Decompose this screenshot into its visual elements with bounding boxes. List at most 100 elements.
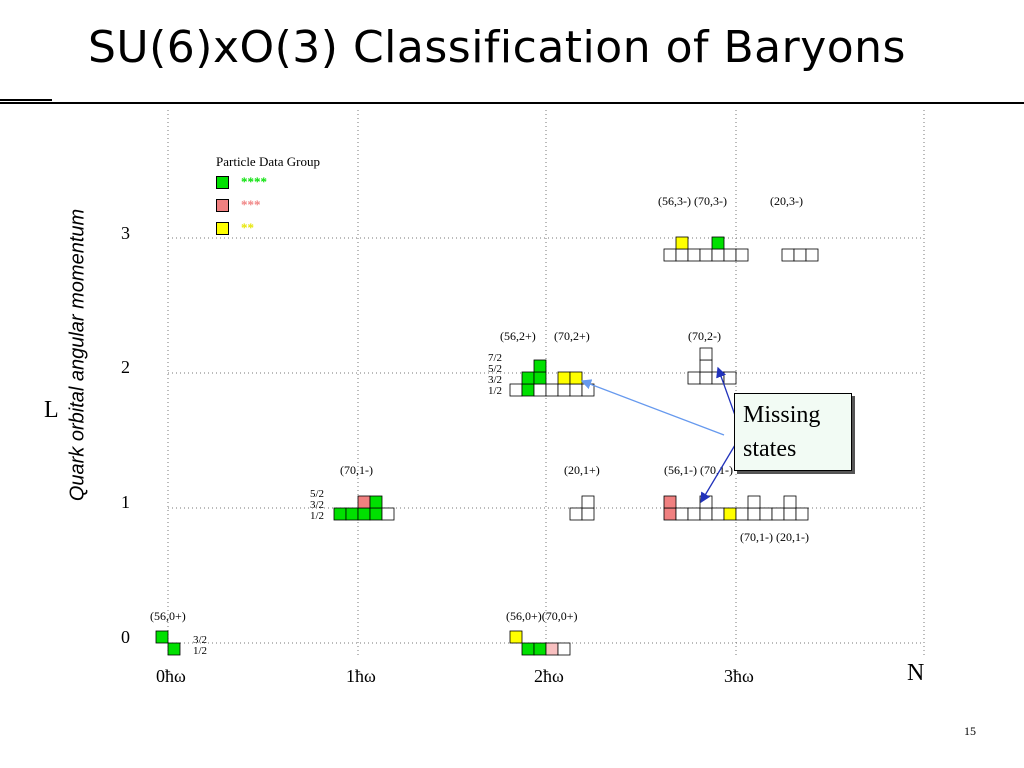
spin-label: 5/2 bbox=[310, 488, 324, 500]
state-cell bbox=[793, 248, 807, 262]
undefined bbox=[521, 642, 571, 656]
multiplet-label: (70,2-) bbox=[688, 329, 721, 343]
state-cell bbox=[557, 383, 571, 397]
state-cell bbox=[155, 630, 169, 644]
state-cell bbox=[521, 642, 535, 656]
state-cell bbox=[533, 359, 547, 373]
state-cell bbox=[581, 383, 595, 397]
multiplet-label: (56,0+)(70,0+) bbox=[506, 609, 578, 623]
state-cell bbox=[569, 507, 583, 521]
state-cell bbox=[521, 383, 535, 397]
x-tick-1: 1ħω bbox=[346, 666, 376, 686]
y-tick-3: 3 bbox=[121, 223, 130, 243]
state-cell bbox=[663, 495, 677, 509]
undefined bbox=[155, 630, 169, 644]
state-cell bbox=[545, 642, 559, 656]
spin-label: 3/2 bbox=[310, 499, 324, 511]
multiplet-label: (70,2+) bbox=[554, 329, 590, 343]
spin-label: 1/2 bbox=[488, 385, 502, 397]
state-cell bbox=[675, 236, 689, 250]
state-cell bbox=[521, 371, 535, 385]
state-cell bbox=[687, 248, 701, 262]
multiplet-label: (70,1-) bbox=[340, 463, 373, 477]
multiplet-label: (20,3-) bbox=[770, 194, 803, 208]
undefined bbox=[663, 236, 749, 262]
spin-label: 1/2 bbox=[193, 645, 207, 657]
state-cell bbox=[699, 507, 713, 521]
undefined bbox=[569, 495, 595, 521]
x-tick-2: 2ħω bbox=[534, 666, 564, 686]
state-cell bbox=[509, 630, 523, 644]
state-cell bbox=[557, 371, 571, 385]
page-number: 15 bbox=[964, 724, 976, 738]
missing-states-callout: Missing states bbox=[734, 393, 852, 471]
state-cell bbox=[699, 347, 713, 361]
x-tick-3: 3ħω bbox=[724, 666, 754, 686]
state-cell bbox=[771, 507, 785, 521]
multiplet-label: (70,1-) (20,1-) bbox=[740, 530, 809, 544]
y-tick-2: 2 bbox=[121, 357, 130, 377]
y-axis-symbol: L bbox=[44, 397, 59, 423]
legend-swatch bbox=[216, 221, 229, 235]
legend-swatch bbox=[216, 198, 229, 212]
state-cell bbox=[381, 507, 395, 521]
title-rule bbox=[0, 102, 1024, 104]
legend-item-three-star: *** bbox=[216, 197, 261, 212]
state-cell bbox=[345, 507, 359, 521]
state-cell bbox=[509, 383, 523, 397]
state-cell bbox=[675, 507, 689, 521]
state-cell bbox=[711, 236, 725, 250]
state-cell bbox=[735, 248, 749, 262]
state-cell bbox=[557, 642, 571, 656]
multiplet-label: (56,0+) bbox=[150, 609, 186, 623]
state-cell bbox=[167, 642, 181, 656]
state-cell bbox=[369, 495, 383, 509]
undefined bbox=[167, 642, 181, 656]
state-cell bbox=[533, 371, 547, 385]
slide-title: SU(6)xO(3) Classification of Baryons bbox=[88, 22, 906, 73]
state-cell bbox=[569, 371, 583, 385]
state-cell bbox=[711, 507, 725, 521]
multiplet-label: (56,3-) (70,3-) bbox=[658, 194, 727, 208]
undefined bbox=[687, 347, 737, 385]
state-cell bbox=[357, 495, 371, 509]
arrow-to-70-1minus bbox=[700, 439, 739, 504]
state-cell bbox=[735, 507, 749, 521]
block-70-1 bbox=[333, 495, 395, 521]
state-cell bbox=[699, 359, 713, 373]
y-tick-1: 1 bbox=[121, 492, 130, 512]
spin-label: 7/2 bbox=[488, 352, 502, 364]
legend-label: ** bbox=[241, 220, 254, 235]
state-cell bbox=[369, 507, 383, 521]
legend-title: Particle Data Group bbox=[216, 154, 320, 169]
legend-item-two-star: ** bbox=[216, 220, 254, 235]
multiplet-label: (56,1-) (70,1-) bbox=[664, 463, 733, 477]
spin-label: 1/2 bbox=[310, 510, 324, 522]
state-cell bbox=[687, 371, 701, 385]
title-rule-stub bbox=[0, 99, 52, 101]
state-cell bbox=[699, 371, 713, 385]
state-cell bbox=[795, 507, 809, 521]
state-cell bbox=[569, 383, 583, 397]
y-tick-0: 0 bbox=[121, 627, 130, 647]
state-cell bbox=[783, 495, 797, 509]
state-cell bbox=[581, 495, 595, 509]
x-tick-0: 0ħω bbox=[156, 666, 186, 686]
undefined bbox=[781, 248, 819, 262]
callout-line-2: states bbox=[743, 436, 797, 462]
legend-label: *** bbox=[241, 197, 261, 212]
state-cell bbox=[699, 495, 713, 509]
state-cell bbox=[687, 507, 701, 521]
y-axis-title: Quark orbital angular momentum bbox=[66, 208, 89, 502]
state-cell bbox=[723, 371, 737, 385]
state-cell bbox=[675, 248, 689, 262]
multiplet-label: (20,1+) bbox=[564, 463, 600, 477]
spin-label: 3/2 bbox=[193, 634, 207, 646]
state-cell bbox=[663, 507, 677, 521]
x-axis-symbol: N bbox=[907, 660, 925, 686]
state-cell bbox=[581, 507, 595, 521]
state-cell bbox=[533, 642, 547, 656]
state-cell bbox=[759, 507, 773, 521]
state-cell bbox=[781, 248, 795, 262]
